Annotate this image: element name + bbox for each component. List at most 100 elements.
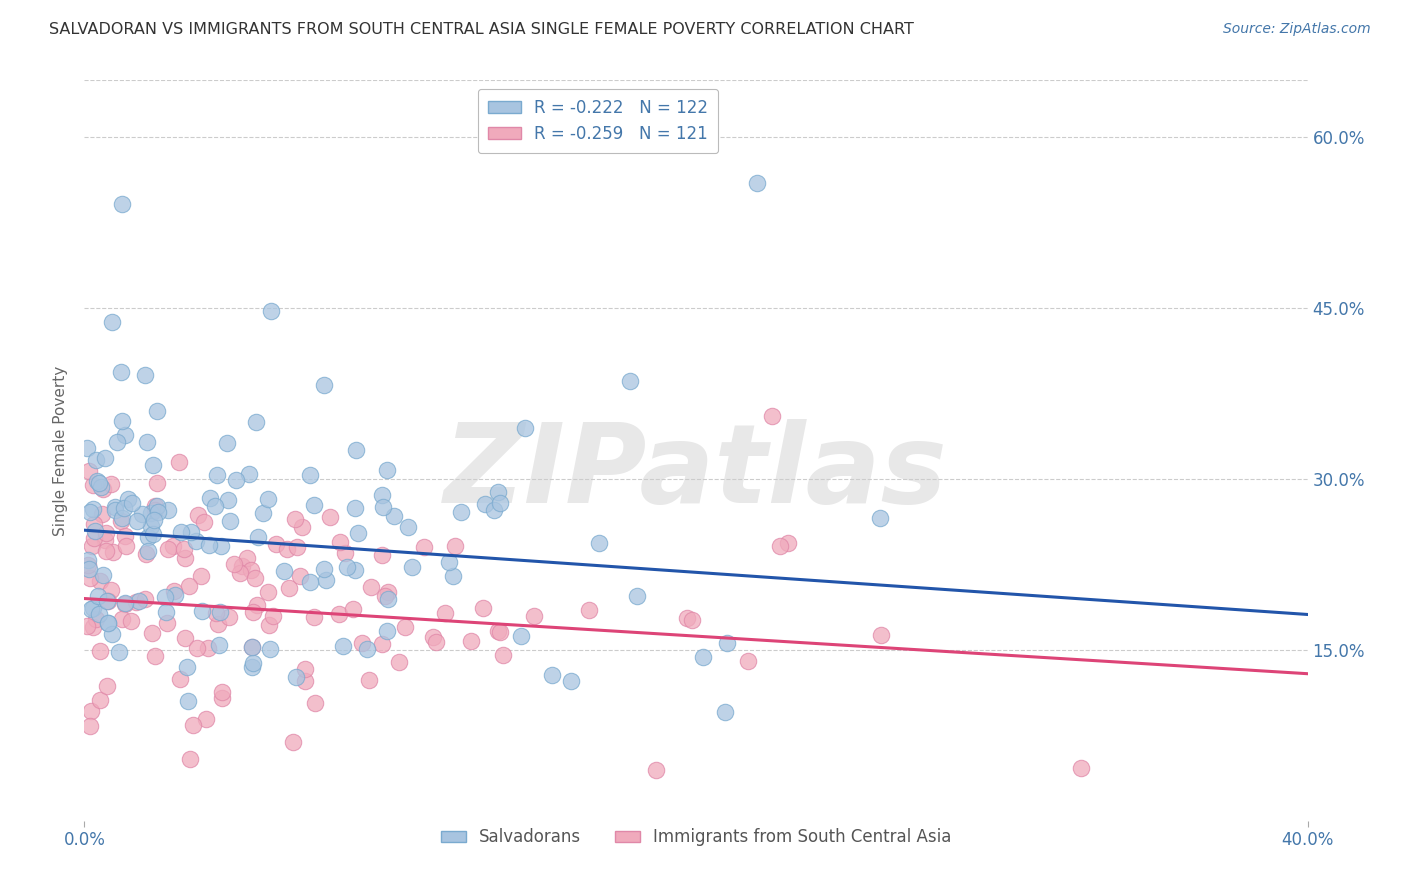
Point xyxy=(79,505,101,519)
Point xyxy=(264,536,287,550)
Point xyxy=(441,568,464,582)
Point xyxy=(439,555,461,569)
Point xyxy=(217,492,239,507)
Point xyxy=(259,642,281,657)
Point xyxy=(190,605,212,619)
Point xyxy=(384,509,406,524)
Point xyxy=(242,656,264,670)
Point xyxy=(87,607,110,622)
Point xyxy=(488,496,510,510)
Point xyxy=(83,532,105,546)
Point xyxy=(97,594,120,608)
Point xyxy=(360,581,382,595)
Point xyxy=(107,645,129,659)
Point xyxy=(299,574,322,589)
Point xyxy=(240,640,263,655)
Point xyxy=(84,611,107,625)
Point xyxy=(97,615,120,630)
Point xyxy=(146,505,169,519)
Y-axis label: Single Female Poverty: Single Female Poverty xyxy=(53,366,69,535)
Point xyxy=(489,625,512,640)
Point xyxy=(121,496,143,510)
Point xyxy=(247,530,270,544)
Point xyxy=(761,409,783,424)
Point xyxy=(187,508,209,522)
Point xyxy=(333,546,356,560)
Point xyxy=(110,514,132,528)
Point xyxy=(869,510,891,524)
Point xyxy=(778,536,800,550)
Point xyxy=(128,594,150,608)
Point xyxy=(208,638,231,652)
Point xyxy=(91,567,114,582)
Point xyxy=(357,673,380,687)
Point xyxy=(145,499,167,513)
Point xyxy=(235,551,257,566)
Point xyxy=(111,611,134,625)
Point xyxy=(290,520,312,534)
Point xyxy=(125,514,148,528)
Point xyxy=(96,594,118,608)
Point xyxy=(486,484,509,499)
Point xyxy=(242,606,264,620)
Point xyxy=(82,620,104,634)
Point xyxy=(111,196,134,211)
Point xyxy=(262,608,284,623)
Point xyxy=(173,551,195,566)
Point xyxy=(252,507,274,521)
Point xyxy=(246,598,269,612)
Point xyxy=(82,539,104,553)
Point xyxy=(737,654,759,668)
Point xyxy=(162,539,184,553)
Point xyxy=(184,533,207,548)
Point xyxy=(513,421,536,435)
Point xyxy=(84,524,107,538)
Point xyxy=(298,468,321,483)
Point xyxy=(281,735,304,749)
Point xyxy=(294,673,316,688)
Point xyxy=(101,627,124,641)
Point xyxy=(204,607,226,621)
Point xyxy=(510,629,533,643)
Point xyxy=(83,516,105,531)
Point xyxy=(342,602,364,616)
Point xyxy=(238,467,260,481)
Point xyxy=(79,719,101,733)
Point xyxy=(94,451,117,466)
Point xyxy=(155,590,177,604)
Point xyxy=(243,571,266,585)
Point xyxy=(136,530,159,544)
Point xyxy=(142,513,165,527)
Point xyxy=(256,585,278,599)
Point xyxy=(162,584,184,599)
Point xyxy=(692,650,714,665)
Point xyxy=(104,503,127,517)
Text: Source: ZipAtlas.com: Source: ZipAtlas.com xyxy=(1223,22,1371,37)
Point xyxy=(207,616,229,631)
Point xyxy=(80,704,103,718)
Point xyxy=(371,500,394,514)
Point xyxy=(231,559,253,574)
Point xyxy=(215,436,238,450)
Point xyxy=(169,673,191,687)
Point xyxy=(93,482,115,496)
Point xyxy=(141,625,163,640)
Point xyxy=(619,374,641,388)
Point xyxy=(145,476,167,491)
Point xyxy=(425,634,447,648)
Point xyxy=(302,498,325,512)
Point xyxy=(356,642,378,657)
Point xyxy=(304,610,326,624)
Point xyxy=(218,610,240,624)
Point xyxy=(110,511,132,525)
Point xyxy=(388,655,411,669)
Point xyxy=(76,441,98,455)
Point xyxy=(211,691,233,706)
Point xyxy=(523,608,546,623)
Point xyxy=(240,640,263,655)
Point xyxy=(110,365,132,379)
Point xyxy=(103,545,125,559)
Point xyxy=(370,637,392,651)
Point xyxy=(314,562,336,576)
Point xyxy=(135,547,157,561)
